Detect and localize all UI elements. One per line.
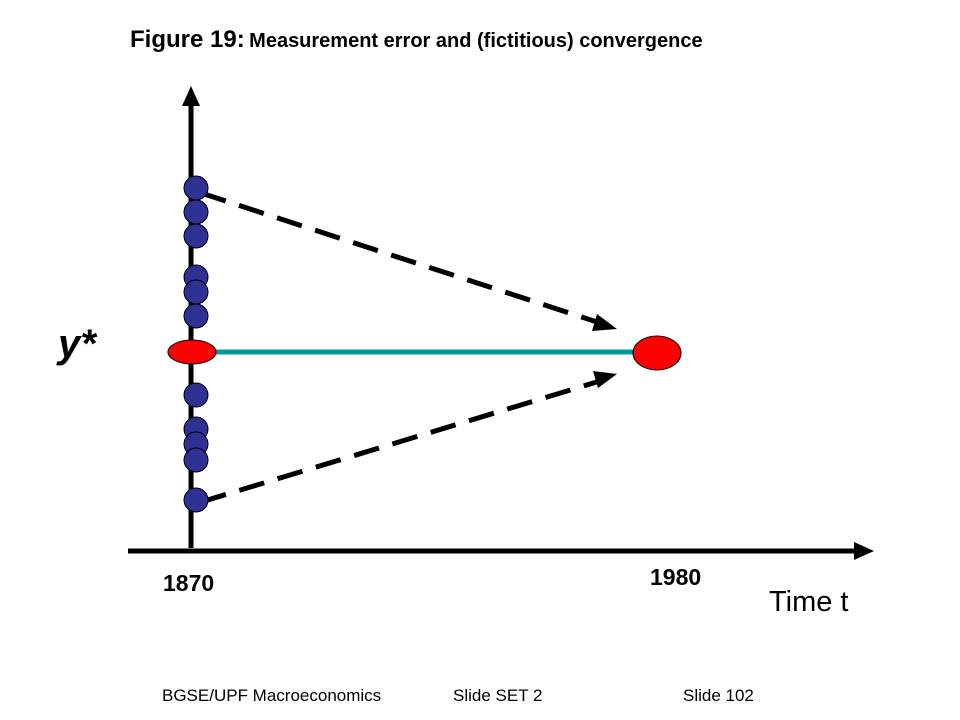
footer-slide-number: Slide 102 [683, 686, 754, 705]
observation-dot [183, 487, 209, 513]
observation-dot [183, 199, 209, 225]
observations-below [183, 382, 209, 513]
observations-above [183, 175, 209, 329]
observation-dot [183, 382, 209, 408]
figure-title: Figure 19: Measurement error and (fictit… [130, 26, 703, 54]
year-1980-label: 1980 [650, 564, 702, 590]
year-1870-label: 1870 [163, 570, 215, 596]
observation-dot [183, 223, 209, 249]
footer-slide-set: Slide SET 2 [453, 686, 543, 705]
figure-caption: Measurement error and (fictitious) conve… [249, 30, 703, 52]
upper-dashed-arrow [200, 190, 601, 326]
y-star-label: y* [58, 322, 96, 366]
footer-course: BGSE/UPF Macroeconomics [162, 686, 382, 705]
figure-number: Figure 19: [130, 26, 245, 53]
upper-arrowhead [592, 314, 617, 331]
observation-dot [183, 303, 209, 329]
x-axis-label: Time t [769, 586, 849, 618]
lower-arrowhead [593, 371, 617, 388]
steady-state-dot-1980 [632, 335, 682, 371]
y-axis-arrowhead [182, 86, 200, 106]
observation-dot [183, 279, 209, 305]
observation-dot [183, 447, 209, 473]
x-axis-arrowhead [854, 542, 874, 560]
steady-state-dot-1870 [167, 339, 217, 365]
observation-dot [183, 175, 209, 201]
lower-dashed-arrow [200, 378, 601, 505]
